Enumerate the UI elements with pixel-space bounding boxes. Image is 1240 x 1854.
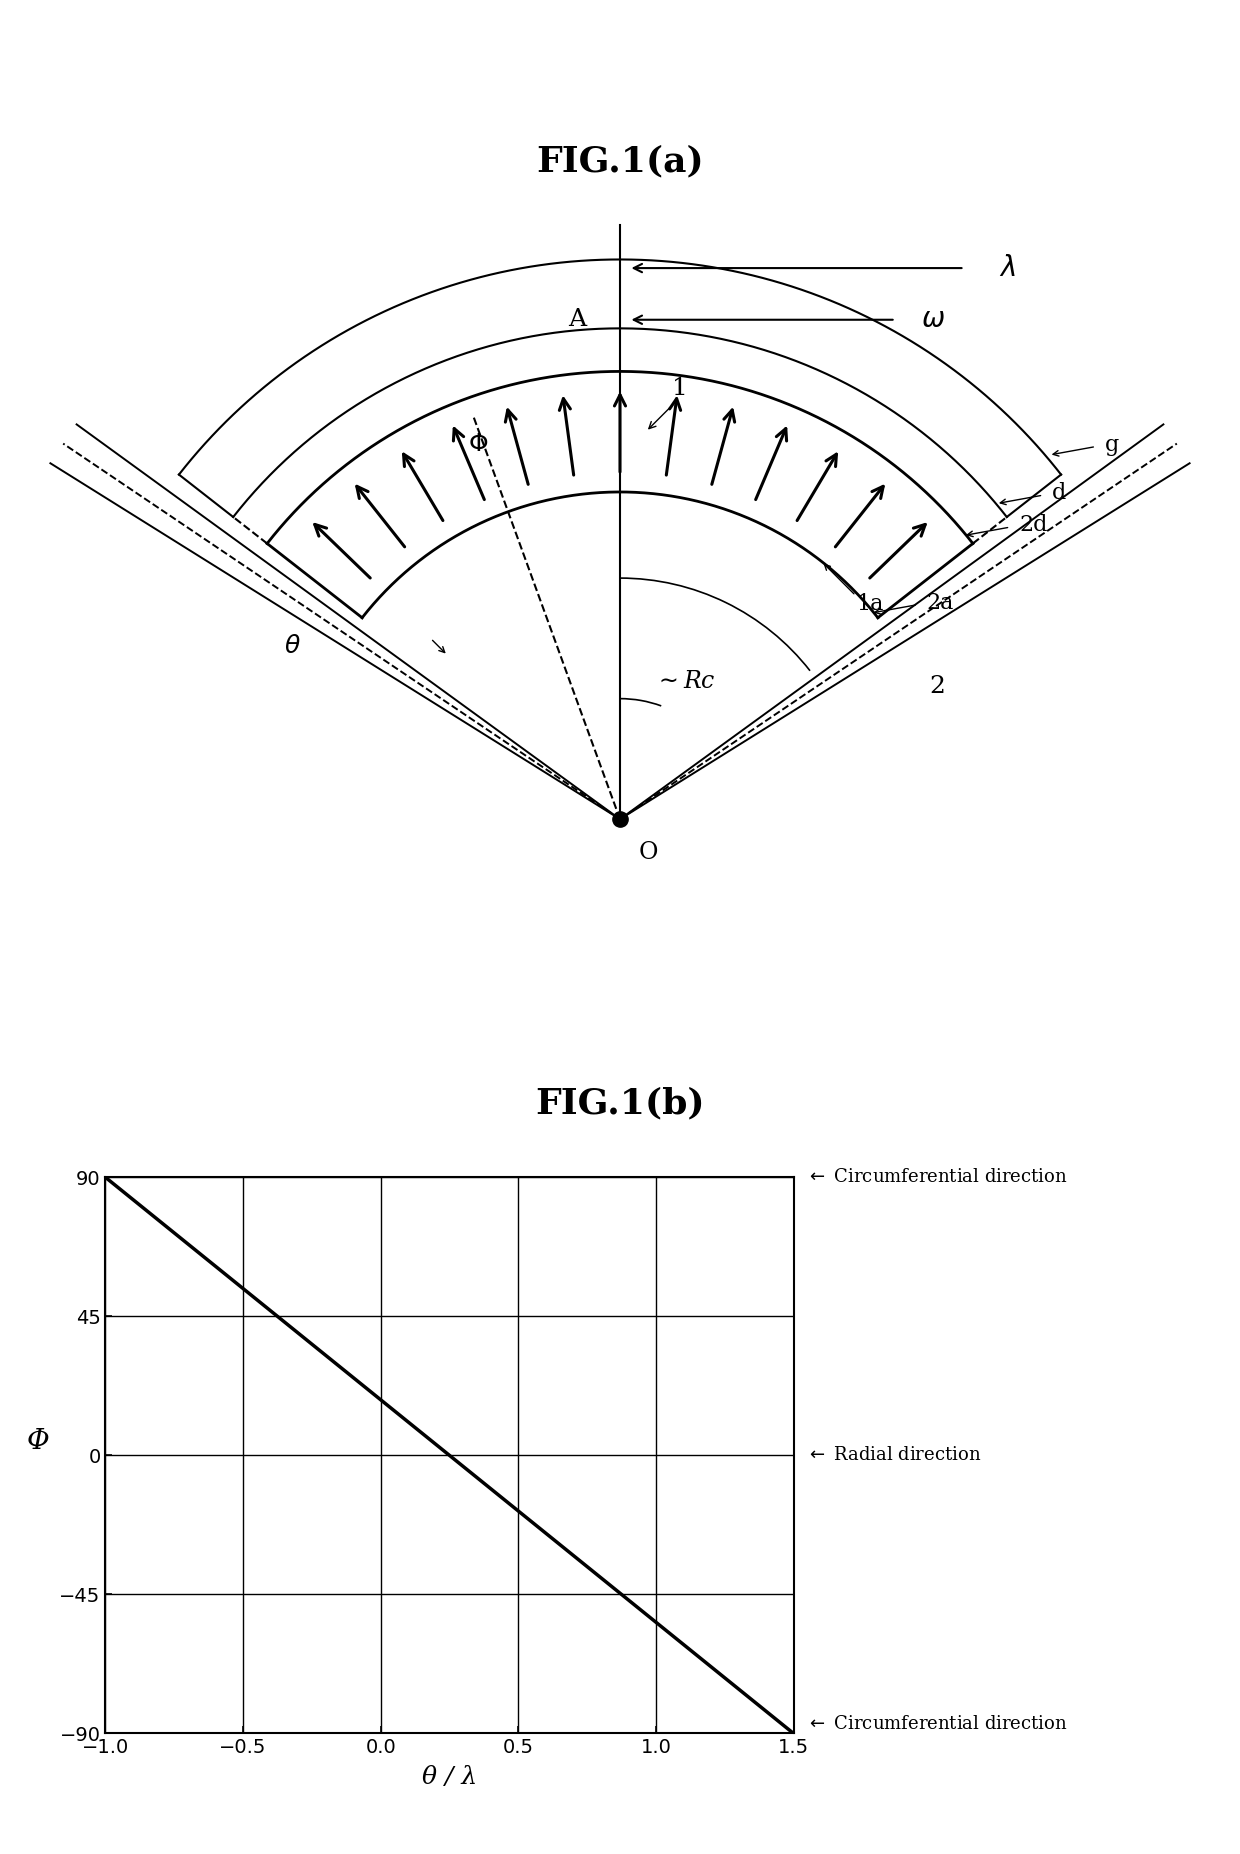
Text: $\lambda$: $\lambda$	[999, 254, 1016, 282]
Text: A: A	[568, 308, 587, 332]
Text: $\sim$Rc: $\sim$Rc	[655, 669, 715, 693]
Text: 1: 1	[672, 376, 688, 400]
Text: $\theta$: $\theta$	[284, 636, 301, 658]
Text: d: d	[1052, 482, 1066, 504]
Text: FIG.1(b): FIG.1(b)	[536, 1086, 704, 1120]
Text: O: O	[639, 840, 658, 864]
Text: $\leftarrow$ Circumferential direction: $\leftarrow$ Circumferential direction	[806, 1715, 1068, 1733]
Text: g: g	[1105, 434, 1118, 456]
Text: 1a: 1a	[856, 593, 883, 616]
X-axis label: θ / λ: θ / λ	[422, 1765, 477, 1789]
Text: $\leftarrow$ Radial direction: $\leftarrow$ Radial direction	[806, 1446, 981, 1465]
Text: $\omega$: $\omega$	[921, 306, 945, 334]
Text: 2a: 2a	[926, 591, 954, 614]
Y-axis label: Φ: Φ	[27, 1428, 50, 1455]
Text: FIG.1(a): FIG.1(a)	[536, 145, 704, 178]
Text: 2d: 2d	[1019, 514, 1048, 536]
Text: $\Phi$: $\Phi$	[467, 434, 489, 456]
Text: $\leftarrow$ Circumferential direction: $\leftarrow$ Circumferential direction	[806, 1168, 1068, 1187]
Text: 2: 2	[930, 675, 945, 699]
